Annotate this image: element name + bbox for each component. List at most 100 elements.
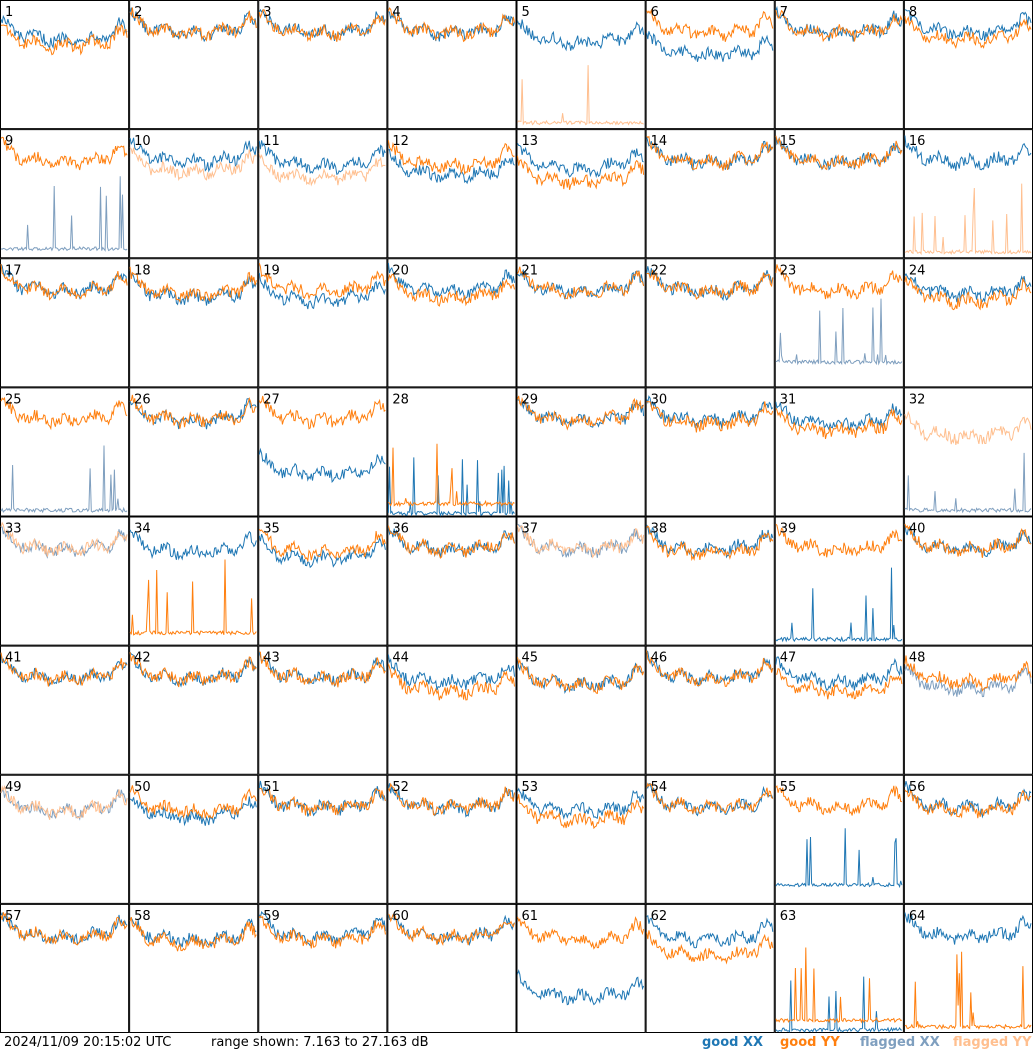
series-good-xx [129,7,257,43]
antenna-panel-48: 48 [903,645,1033,775]
antenna-panel-44: 44 [387,645,517,775]
series-good-xx [0,912,128,945]
panel-frame [0,0,130,130]
series-flagged-xx [904,452,1032,514]
series-flagged-yy [0,521,128,557]
panel-frame [645,258,775,388]
panel-frame [903,903,1033,1033]
panel-label: 49 [5,780,22,795]
panel-label: 6 [651,5,659,20]
antenna-panel-47: 47 [774,645,904,775]
antenna-panel-29: 29 [516,387,646,517]
antenna-panel-24: 24 [903,258,1033,388]
series-good-xx [775,976,903,1033]
series-good-xx [904,9,1032,41]
timestamp: 2024/11/09 20:15:02 UTC [4,1035,172,1050]
antenna-panel-61: 61 [516,903,646,1033]
legend-good-xx: good XX [702,1035,764,1050]
panel-label: 3 [263,5,271,20]
series-good-yy [259,651,386,688]
panel-label: 57 [5,909,22,924]
panel-label: 13 [522,134,539,149]
panel-frame [645,516,775,646]
antenna-panel-21: 21 [516,258,646,388]
panel-label: 47 [780,651,797,666]
panel-label: 46 [651,651,668,666]
series-good-yy [775,264,903,300]
antenna-panel-54: 54 [645,774,775,904]
panel-label: 48 [909,651,926,666]
antenna-panel-15: 15 [774,129,904,259]
series-flagged-yy [129,147,257,182]
series-flagged-xx [0,176,128,252]
panel-frame [903,387,1033,517]
series-flagged-yy [0,784,128,820]
panel-frame [645,774,775,904]
panel-frame [645,129,775,259]
panel-frame [129,129,259,259]
panel-label: 14 [651,134,668,149]
panel-label: 41 [5,651,22,666]
panel-label: 8 [909,5,917,20]
series-good-yy [129,916,257,952]
series-good-xx [387,654,515,691]
series-good-yy [129,394,257,429]
series-good-yy [129,7,257,42]
series-good-yy [0,136,128,171]
series-good-xx [646,524,774,560]
series-flagged-yy [517,525,645,559]
series-good-xx [388,148,515,185]
range-text: range shown: 7.163 to 27.163 dB [211,1035,429,1050]
series-good-yy [258,528,386,563]
panel-frame [258,258,388,388]
panel-label: 52 [392,780,409,795]
panel-frame [0,387,130,517]
legend-flagged-yy: flagged YY [953,1035,1032,1050]
antenna-panel-9: 9 [0,129,130,259]
panel-frame [516,645,646,775]
panel-label: 7 [780,5,788,20]
series-good-yy [646,400,774,433]
series-good-yy [646,269,774,300]
panel-frame [774,258,904,388]
antenna-panel-41: 41 [0,645,130,775]
panel-label: 44 [392,651,409,666]
panel-frame [129,516,259,646]
series-good-yy [517,657,645,695]
panel-frame [516,0,646,130]
series-good-xx [258,272,386,310]
series-good-xx [646,650,774,688]
series-good-xx [775,401,903,432]
panel-label: 18 [134,263,151,278]
series-good-yy [258,263,386,301]
panel-label: 60 [392,909,409,924]
series-good-yy [517,916,645,950]
panel-label: 5 [522,5,530,20]
panel-frame [645,387,775,517]
panel-label: 61 [522,909,539,924]
antenna-panel-62: 62 [645,903,775,1033]
panel-frame [516,774,646,904]
panel-frame [903,258,1033,388]
panel-label: 59 [263,909,280,924]
panel-frame [774,129,904,259]
panel-frame [258,0,388,130]
antenna-panel-35: 35 [258,516,388,646]
panel-label: 1 [5,5,13,20]
series-flagged-xx [775,298,903,366]
series-good-yy [387,663,515,701]
antenna-panel-25: 25 [0,387,130,517]
antenna-panel-14: 14 [645,129,775,259]
series-good-xx [775,567,903,643]
antenna-panel-49: 49 [0,774,130,904]
panel-label: 26 [134,392,151,407]
panel-frame [387,516,517,646]
series-good-yy [258,915,386,949]
series-good-yy [904,951,1032,1030]
panel-frame [129,387,259,517]
series-flagged-yy [258,153,386,187]
panel-frame [387,774,517,904]
antenna-panel-58: 58 [129,903,259,1033]
panel-label: 9 [5,134,13,149]
